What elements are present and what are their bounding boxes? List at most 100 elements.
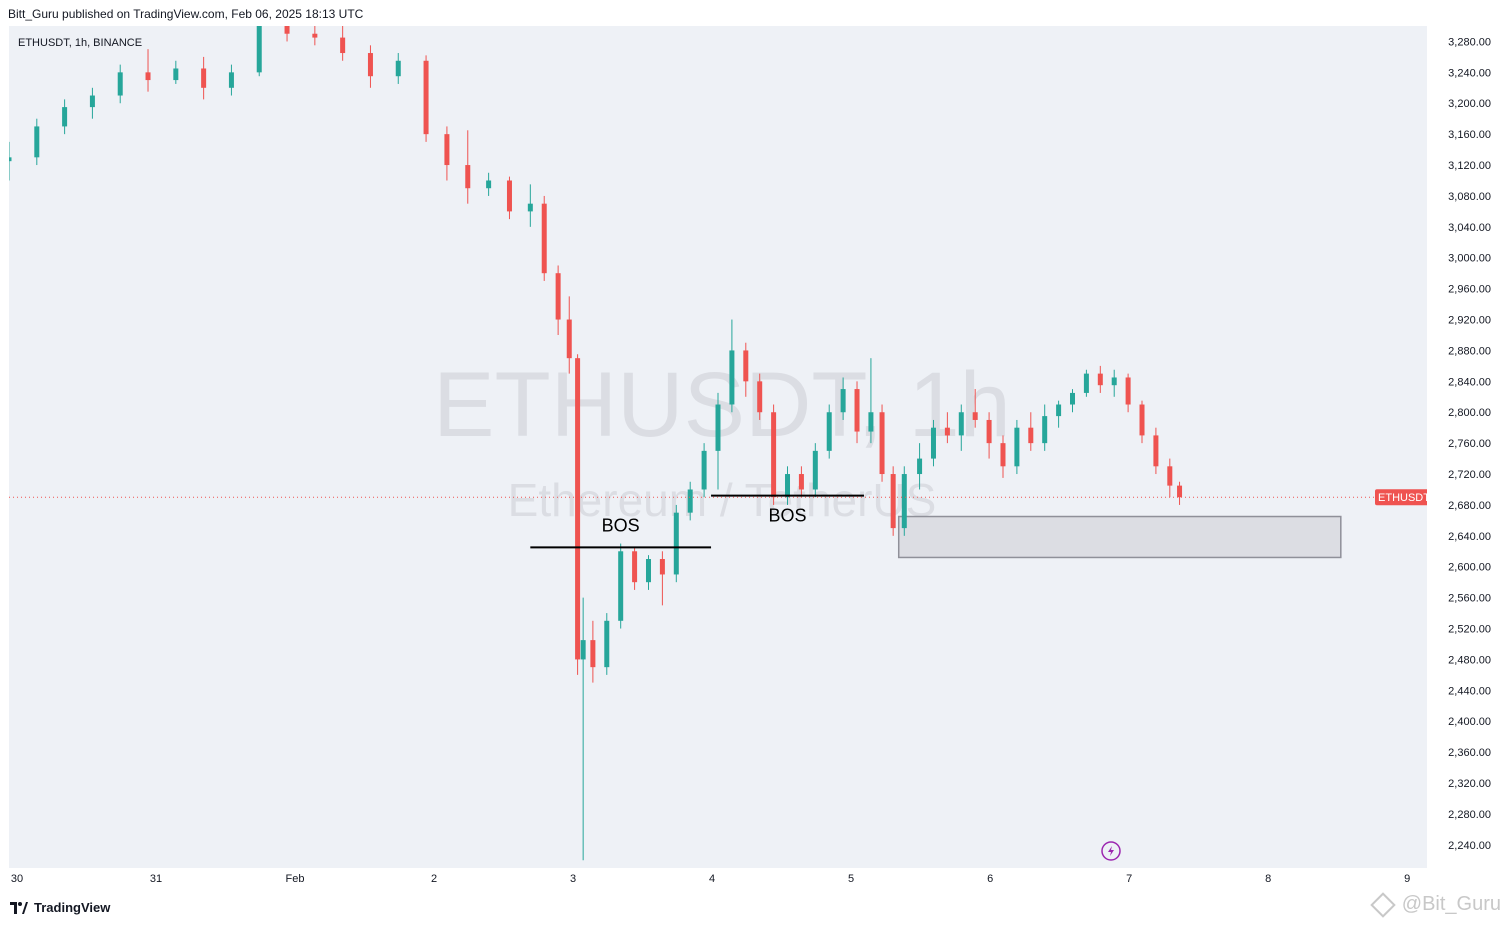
candle-body: [580, 640, 586, 660]
candle-body: [701, 450, 707, 490]
candle-up: [173, 60, 179, 84]
candle-body: [9, 157, 12, 162]
candle-down: [465, 130, 471, 204]
y-tick-label: 3,120.00: [1448, 160, 1491, 172]
y-tick-label: 2,280.00: [1448, 809, 1491, 821]
y-tick-label: 2,440.00: [1448, 685, 1491, 697]
candle-up: [687, 481, 693, 521]
y-tick-label: 2,640.00: [1448, 531, 1491, 543]
candle-body: [228, 72, 234, 88]
candle-up: [930, 419, 936, 467]
x-tick-label: 2: [431, 873, 437, 885]
y-tick-label: 2,600.00: [1448, 562, 1491, 574]
y-tick-label: 2,960.00: [1448, 284, 1491, 296]
candle-body: [785, 474, 791, 498]
candle-down: [771, 404, 777, 505]
candle-up: [812, 443, 818, 498]
bos-label: BOS: [769, 506, 807, 526]
candle-up: [729, 319, 735, 413]
candle-body: [367, 53, 373, 77]
candle-down: [1097, 365, 1103, 393]
candle-body: [868, 412, 874, 432]
candle-up: [901, 466, 907, 536]
candle-up: [486, 172, 492, 196]
y-tick-label: 2,240.00: [1448, 840, 1491, 852]
candle-down: [854, 381, 860, 444]
candle-body: [1097, 373, 1103, 386]
candle-body: [879, 412, 885, 475]
candle-down: [284, 26, 290, 42]
candle-down: [312, 26, 318, 46]
candle-body: [423, 60, 429, 135]
candle-up: [89, 87, 95, 119]
candle-body: [840, 389, 846, 413]
candle-down: [1167, 458, 1173, 498]
lightning-icon[interactable]: [1101, 841, 1121, 861]
candle-up: [256, 26, 262, 77]
candle-body: [604, 620, 610, 668]
tradingview-logo[interactable]: TradingView: [10, 900, 110, 915]
candle-up: [715, 392, 721, 490]
watermark-symbol: ETHUSDT, 1h: [433, 354, 1011, 456]
candle-body: [1014, 427, 1020, 467]
y-tick-label: 2,920.00: [1448, 315, 1491, 327]
x-tick-label: Feb: [286, 873, 305, 885]
candle-body: [444, 134, 450, 166]
candle-down: [1028, 412, 1034, 451]
candle-body: [917, 458, 923, 475]
y-tick-label: 2,320.00: [1448, 778, 1491, 790]
candle-body: [1167, 466, 1173, 486]
x-tick-label: 9: [1404, 873, 1410, 885]
candle-body: [645, 559, 651, 583]
author-handle: @Bit_Guru: [1401, 893, 1501, 915]
candle-down: [423, 55, 429, 142]
chart-background: [9, 26, 1502, 892]
candle-body: [575, 358, 581, 660]
symbol-tag: ETHUSDT: [1378, 492, 1430, 504]
demand-zone[interactable]: [897, 515, 1342, 559]
y-tick-label: 3,160.00: [1448, 129, 1491, 141]
candle-down: [145, 49, 151, 92]
candle-body: [687, 489, 693, 513]
candle-body: [958, 412, 964, 436]
x-tick-label: 5: [848, 873, 854, 885]
candle-body: [757, 381, 763, 413]
candlestick-chart[interactable]: ETHUSDT, 1h Ethereum / TetherUS BOS BOS E…: [9, 26, 1502, 892]
chart-area[interactable]: ETHUSDT, 1h Ethereum / TetherUS BOS BOS E…: [9, 26, 1502, 892]
candle-down: [1000, 435, 1006, 478]
candle-body: [930, 427, 936, 459]
candle-body: [541, 203, 547, 274]
candle-up: [1056, 400, 1062, 428]
candle-body: [659, 559, 665, 575]
candle-body: [201, 68, 207, 88]
candle-down: [879, 404, 885, 482]
candle-body: [618, 551, 624, 621]
candle-up: [917, 443, 923, 490]
candle-down: [566, 296, 572, 374]
time-axis-background: [9, 868, 1502, 892]
candle-up: [1014, 419, 1020, 475]
candle-down: [444, 126, 450, 181]
candle-body: [632, 551, 638, 583]
candle-down: [986, 412, 992, 459]
candle-down: [541, 195, 547, 281]
y-tick-label: 2,800.00: [1448, 407, 1491, 419]
x-tick-label: 6: [987, 873, 993, 885]
y-tick-label: 2,360.00: [1448, 747, 1491, 759]
candle-down: [743, 342, 749, 397]
y-tick-label: 2,840.00: [1448, 376, 1491, 388]
candle-down: [659, 551, 665, 606]
candle-body: [34, 126, 40, 158]
candle-up: [618, 543, 624, 629]
candle-down: [201, 56, 207, 100]
watermark-description: Ethereum / TetherUS: [508, 474, 937, 526]
candle-up: [62, 99, 68, 135]
candle-body: [312, 33, 318, 38]
candle-body: [771, 412, 777, 498]
candle-up: [9, 141, 12, 181]
y-tick-label: 2,760.00: [1448, 438, 1491, 450]
candle-down: [972, 389, 978, 428]
candle-down: [890, 466, 896, 536]
x-tick-label: 31: [150, 873, 162, 885]
candle-down: [1125, 373, 1131, 413]
